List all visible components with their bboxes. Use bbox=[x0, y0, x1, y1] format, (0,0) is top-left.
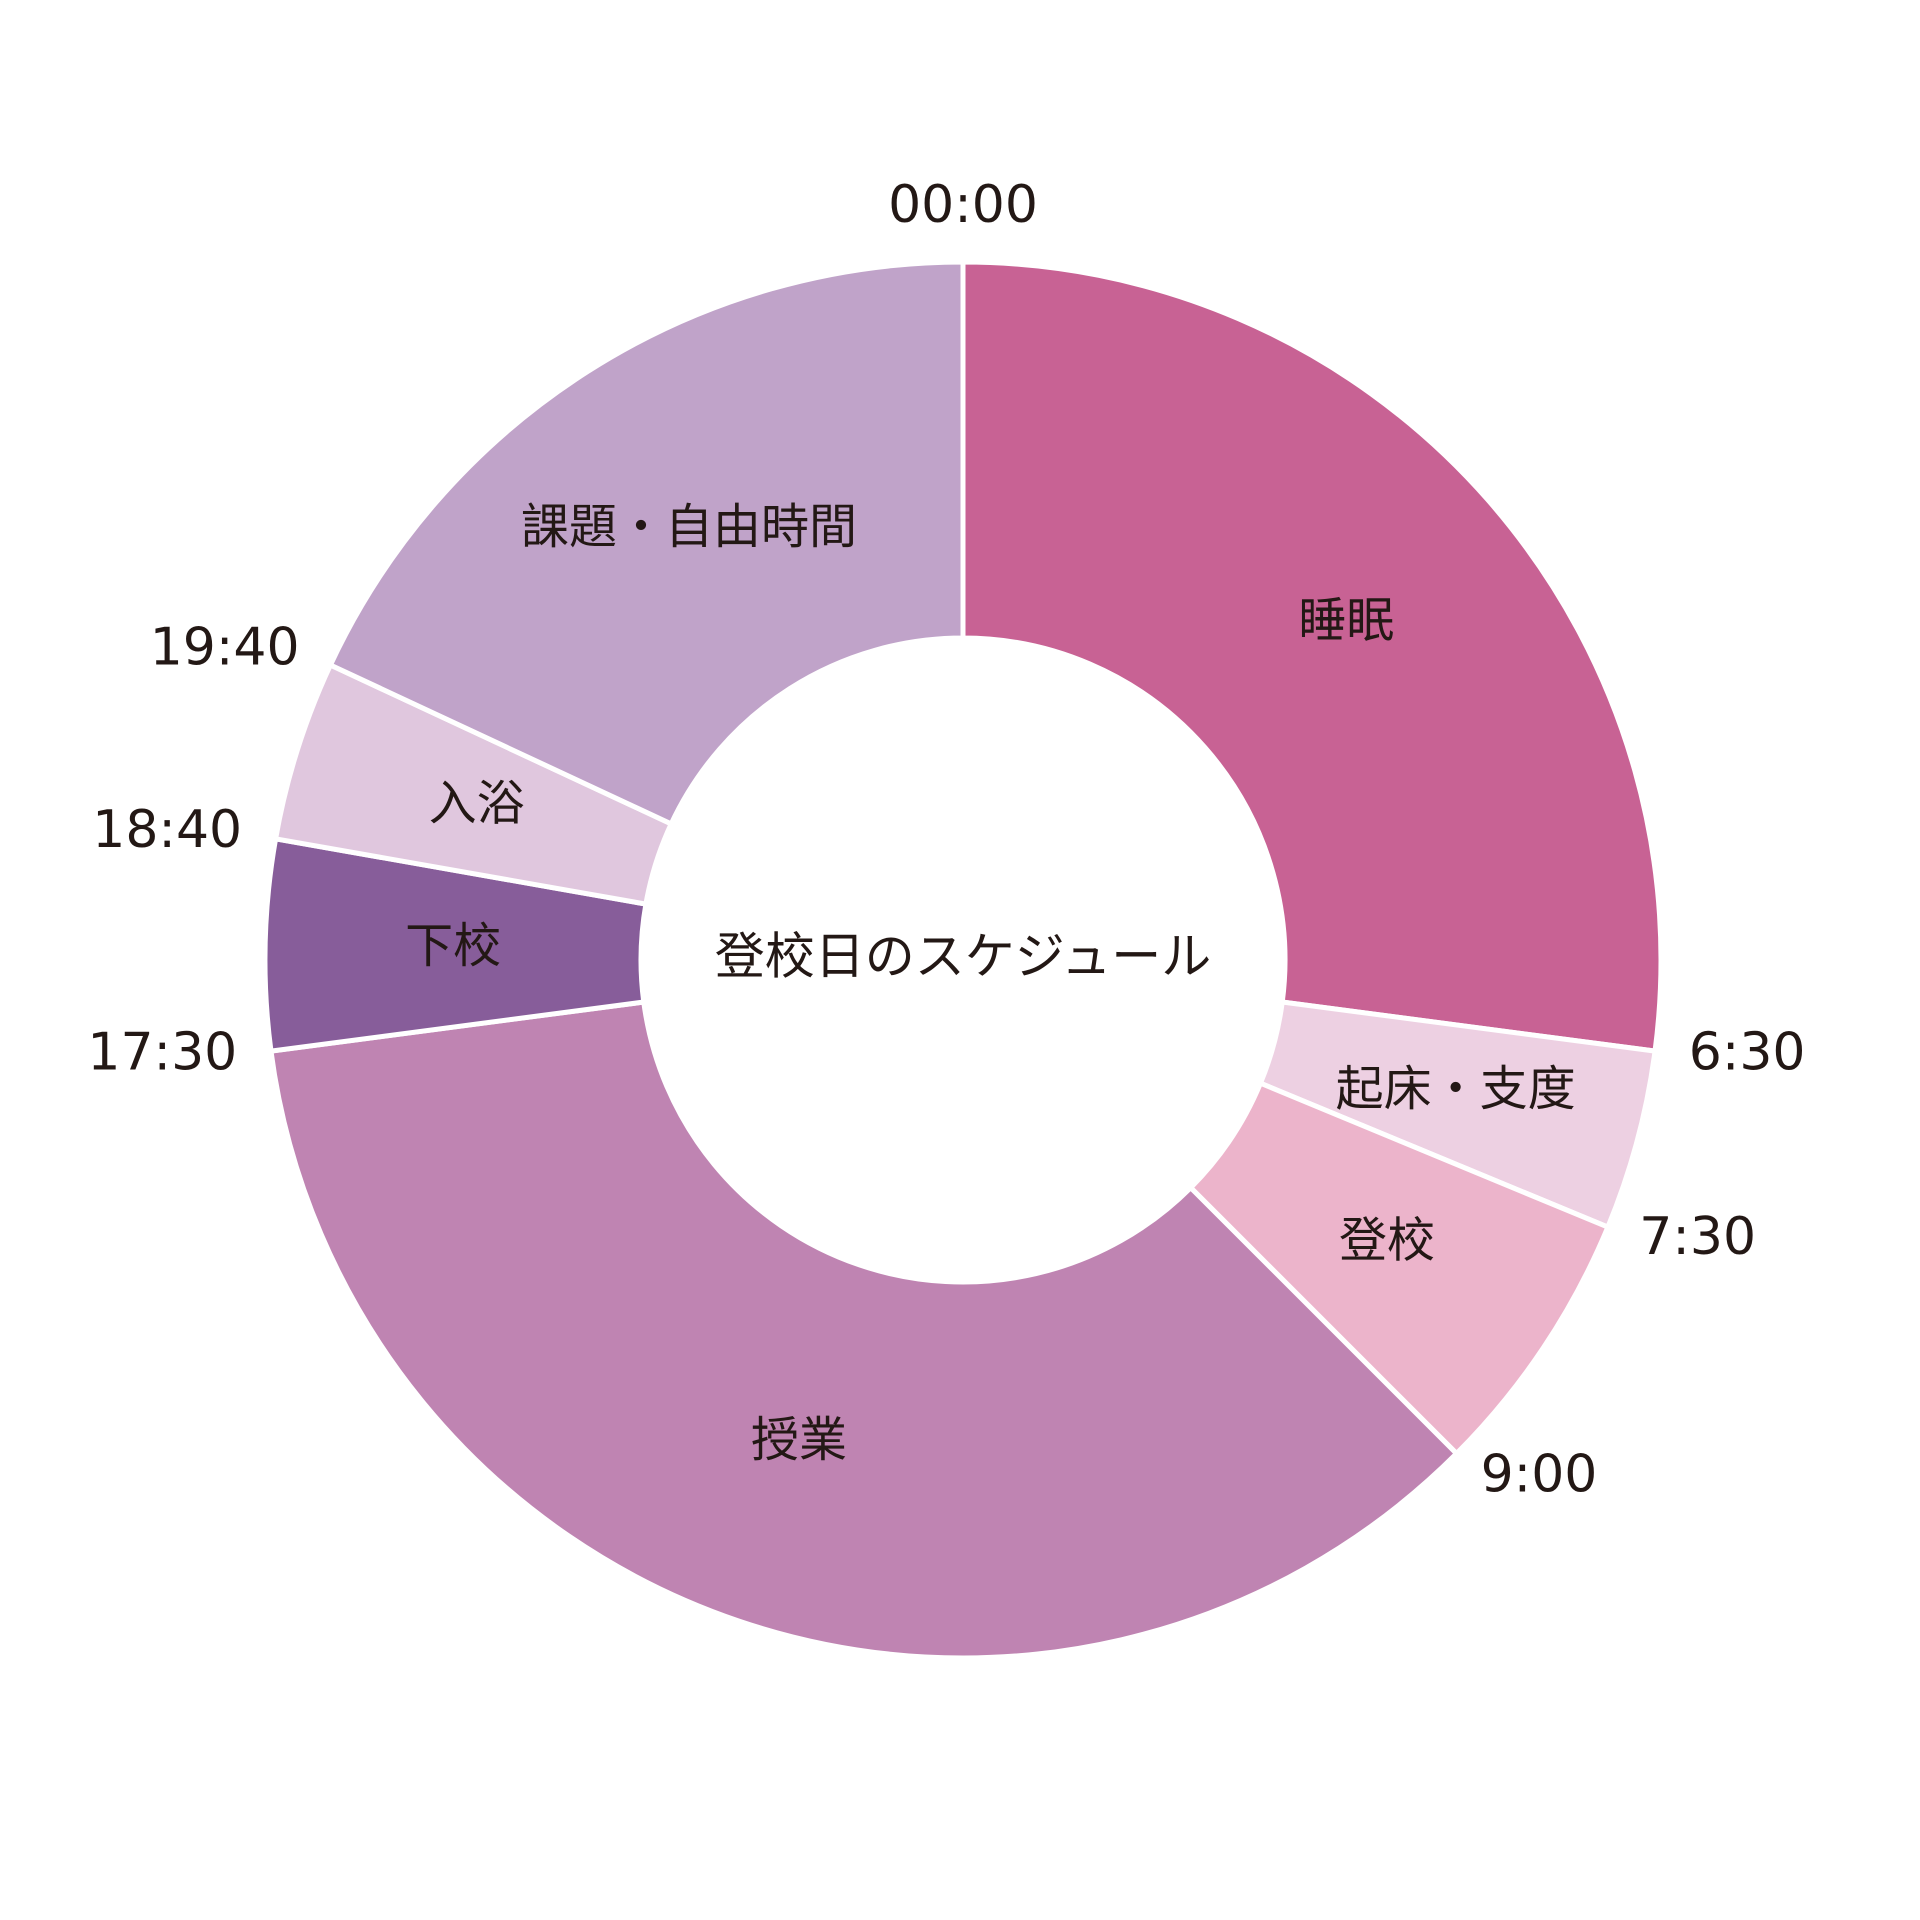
slice-1 bbox=[960, 259, 1664, 1054]
time-label: 17:30 bbox=[87, 1023, 237, 1083]
time-labels-group: 00:00 6:30 7:30 9:00 17:30 18:40 19:40 bbox=[87, 175, 1805, 1505]
slice-7 bbox=[327, 259, 966, 828]
time-label: 6:30 bbox=[1689, 1023, 1806, 1083]
time-label: 18:40 bbox=[92, 800, 242, 860]
time-label: 19:40 bbox=[150, 618, 300, 678]
chart-title: 登校日のスケジュール bbox=[715, 928, 1212, 986]
segment-label: 入浴 bbox=[429, 776, 525, 832]
slice-4 bbox=[268, 999, 1461, 1661]
segment-label: 課題・自由時間 bbox=[521, 499, 857, 555]
segment-label: 授業 bbox=[751, 1412, 847, 1468]
time-label: 9:00 bbox=[1481, 1445, 1598, 1505]
segment-label: 登校 bbox=[1339, 1212, 1435, 1268]
time-label: 7:30 bbox=[1639, 1207, 1756, 1267]
segment-label: 起床・支度 bbox=[1336, 1061, 1576, 1117]
segment-label: 睡眠 bbox=[1298, 593, 1394, 649]
slices-group bbox=[262, 259, 1664, 1661]
segment-label: 下校 bbox=[405, 918, 501, 974]
time-label: 00:00 bbox=[888, 175, 1038, 235]
